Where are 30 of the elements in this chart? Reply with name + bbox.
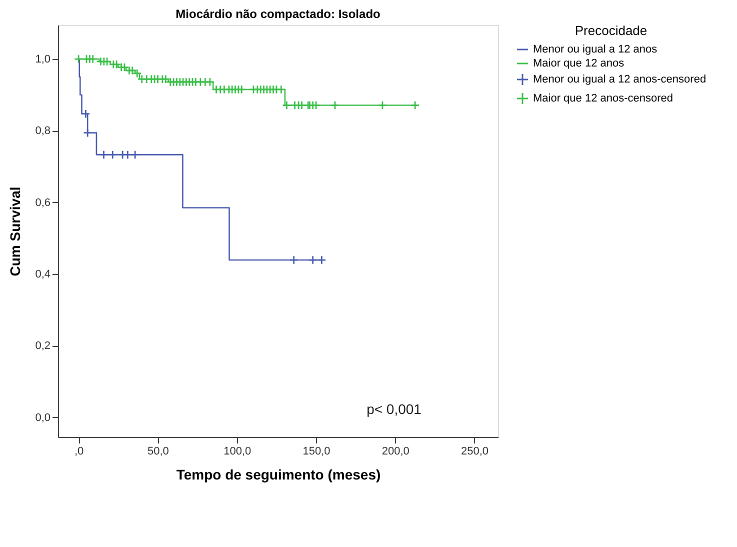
point xyxy=(308,255,318,265)
y-tick-label: 1,0 xyxy=(35,54,50,66)
point xyxy=(108,150,118,160)
x-tick-label: 150,0 xyxy=(302,446,330,458)
x-tick-label: 100,0 xyxy=(224,446,252,458)
legend-label: Menor ou igual a 12 anos-censored xyxy=(533,74,706,86)
point xyxy=(130,150,140,160)
x-tick-label: ,0 xyxy=(74,446,84,458)
y-axis-title: Cum Survival xyxy=(7,186,24,276)
point xyxy=(81,109,90,118)
point xyxy=(99,150,108,160)
legend-label: Maior que 12 anos-censored xyxy=(533,92,674,104)
y-tick-label: 0,8 xyxy=(35,125,50,138)
x-tick-label: 250,0 xyxy=(460,446,489,458)
x-tick-label: 200,0 xyxy=(382,446,410,458)
point xyxy=(289,255,298,265)
y-tick-label: 0,6 xyxy=(35,196,50,209)
legend-label: Menor ou igual a 12 anos xyxy=(533,44,658,56)
y-tick-label: 0,4 xyxy=(35,268,50,280)
x-tick-label: 50,0 xyxy=(148,446,169,458)
annotation: p< 0,001 xyxy=(366,401,422,417)
point xyxy=(83,128,92,138)
legend-label: Maior que 12 anos xyxy=(533,58,625,70)
legend-title: Precocidade xyxy=(574,23,648,38)
chart-title: Miocárdio não compactado: Isolado xyxy=(176,7,380,21)
y-tick-label: 0,0 xyxy=(35,412,50,424)
y-tick-label: 0,2 xyxy=(35,340,50,352)
point xyxy=(317,255,326,265)
point xyxy=(123,150,132,160)
x-axis-title: Tempo de seguimento (meses) xyxy=(176,466,381,482)
